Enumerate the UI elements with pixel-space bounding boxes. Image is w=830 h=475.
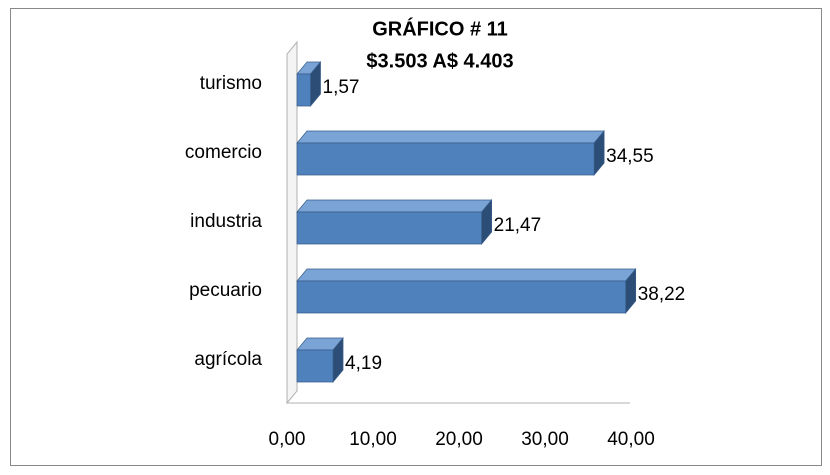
bar-face xyxy=(296,211,482,245)
x-tick-label: 10,00 xyxy=(349,429,397,450)
bar-face xyxy=(296,199,493,213)
data-label: 1,57 xyxy=(323,77,360,98)
chart-title: GRÁFICO # 11 xyxy=(372,17,508,40)
back-wall xyxy=(286,40,298,405)
y-tick-label: pecuario xyxy=(189,280,262,301)
y-tick-label: turismo xyxy=(200,73,262,94)
x-tick-label: 30,00 xyxy=(521,429,569,450)
y-tick-label: comercio xyxy=(185,142,262,163)
bar-face xyxy=(296,349,334,383)
data-label: 38,22 xyxy=(638,284,686,305)
bar xyxy=(296,199,493,245)
data-label: 34,55 xyxy=(606,146,654,167)
x-tick-label: 40,00 xyxy=(607,429,655,450)
bar-face xyxy=(296,280,627,314)
bar xyxy=(296,337,344,383)
x-tick-label: 0,00 xyxy=(269,429,306,450)
bar-face xyxy=(296,142,595,176)
data-label: 4,19 xyxy=(345,353,382,374)
bar-face xyxy=(296,268,637,282)
y-tick-label: industria xyxy=(190,211,262,232)
bar xyxy=(296,130,605,176)
x-tick-label: 20,00 xyxy=(435,429,483,450)
chart-subtitle: $3.503 A$ 4.403 xyxy=(366,50,513,72)
data-label: 21,47 xyxy=(494,215,542,236)
y-tick-label: agrícola xyxy=(194,349,262,370)
bar-face xyxy=(296,130,605,144)
bar xyxy=(296,61,322,107)
bar xyxy=(296,268,637,314)
bar-face xyxy=(296,73,311,107)
